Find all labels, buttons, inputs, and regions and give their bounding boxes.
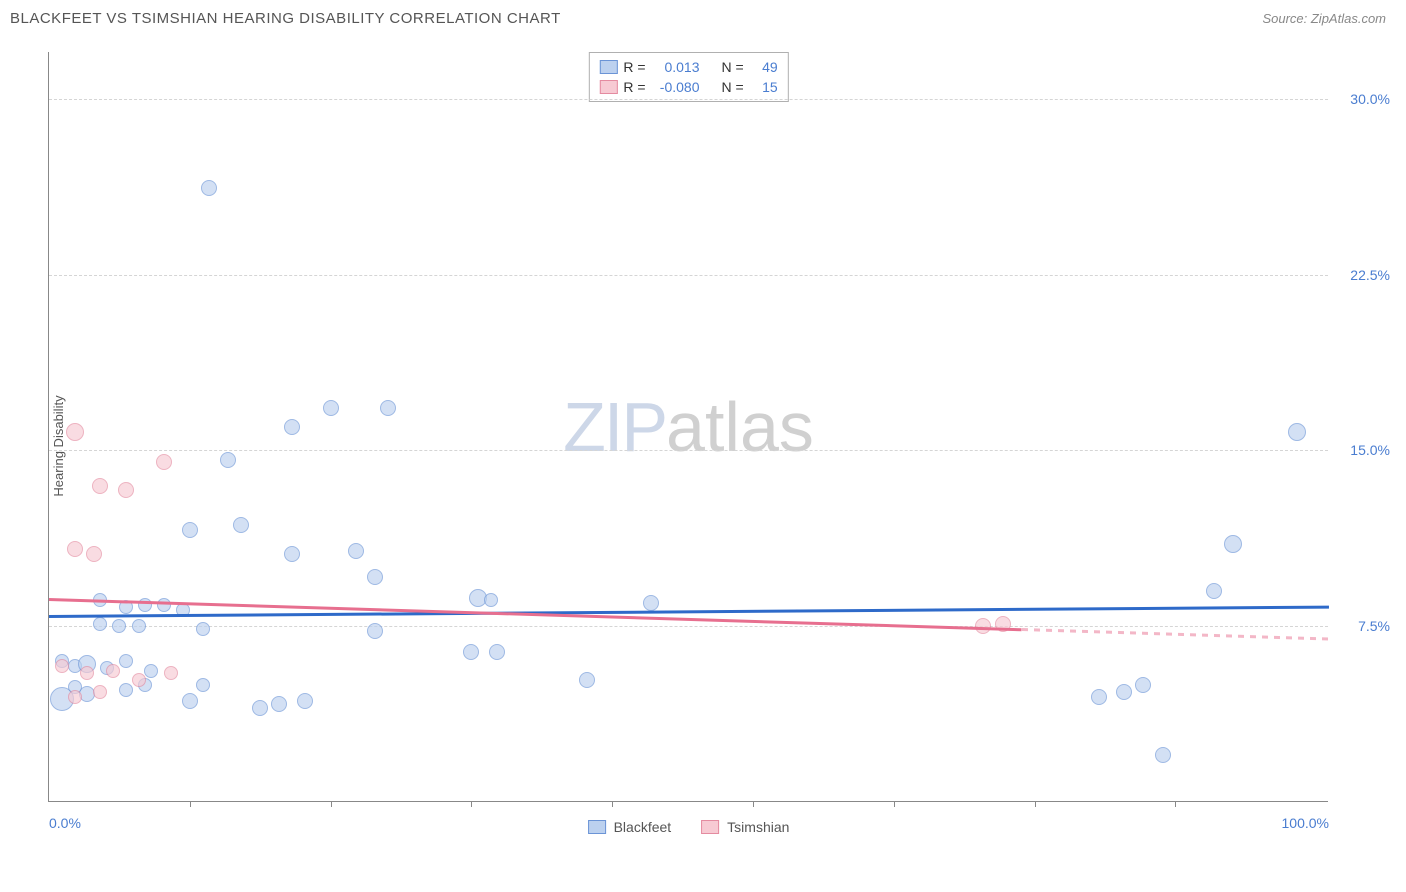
data-point	[1288, 423, 1306, 441]
legend-row: R = -0.080 N = 15	[599, 77, 777, 97]
data-point	[157, 598, 171, 612]
data-point	[643, 595, 659, 611]
data-point	[182, 522, 198, 538]
legend-swatch	[588, 820, 606, 834]
data-point	[196, 678, 210, 692]
source-attribution: Source: ZipAtlas.com	[1262, 11, 1386, 26]
legend-r-label: R =	[623, 79, 645, 95]
data-point	[1091, 689, 1107, 705]
data-point	[92, 478, 108, 494]
plot-area: ZIPatlas R =0.013N =49R =-0.080N =15 Bla…	[48, 52, 1328, 802]
data-point	[156, 454, 172, 470]
y-tick-label: 7.5%	[1358, 618, 1390, 634]
data-point	[66, 423, 84, 441]
data-point	[297, 693, 313, 709]
legend-r-value: 0.013	[652, 59, 700, 75]
data-point	[252, 700, 268, 716]
chart-container: ZIPatlas R =0.013N =49R =-0.080N =15 Bla…	[48, 52, 1328, 802]
data-point	[463, 644, 479, 660]
data-point	[271, 696, 287, 712]
data-point	[1224, 535, 1242, 553]
legend-r-label: R =	[623, 59, 645, 75]
grid-line	[49, 626, 1328, 627]
trend-line	[1022, 628, 1329, 640]
data-point	[380, 400, 396, 416]
data-point	[132, 619, 146, 633]
data-point	[220, 452, 236, 468]
x-tick	[331, 801, 332, 807]
series-legend: Blackfeet Tsimshian	[588, 819, 790, 835]
x-tick	[471, 801, 472, 807]
header: BLACKFEET VS TSIMSHIAN HEARING DISABILIT…	[0, 0, 1406, 27]
data-point	[579, 672, 595, 688]
x-tick	[612, 801, 613, 807]
watermark-zip: ZIP	[563, 388, 666, 466]
x-tick-label: 100.0%	[1282, 815, 1329, 831]
correlation-legend: R = 0.013 N = 49 R = -0.080 N = 15	[588, 52, 788, 102]
data-point	[284, 546, 300, 562]
data-point	[164, 666, 178, 680]
data-point	[489, 644, 505, 660]
legend-n-label: N =	[722, 59, 744, 75]
grid-line	[49, 99, 1328, 100]
legend-r-value: -0.080	[652, 79, 700, 95]
legend-label: Blackfeet	[614, 819, 672, 835]
trend-line	[49, 605, 1329, 617]
legend-row: R = 0.013 N = 49	[599, 57, 777, 77]
data-point	[182, 693, 198, 709]
legend-item: Tsimshian	[701, 819, 789, 835]
data-point	[68, 690, 82, 704]
data-point	[55, 659, 69, 673]
legend-swatch	[701, 820, 719, 834]
data-point	[1155, 747, 1171, 763]
legend-item: Blackfeet	[588, 819, 672, 835]
watermark: ZIPatlas	[563, 387, 814, 467]
data-point	[201, 180, 217, 196]
y-tick-label: 15.0%	[1350, 442, 1390, 458]
grid-line	[49, 450, 1328, 451]
legend-swatch	[599, 80, 617, 94]
data-point	[118, 482, 134, 498]
data-point	[484, 593, 498, 607]
legend-n-label: N =	[722, 79, 744, 95]
data-point	[367, 569, 383, 585]
legend-swatch	[599, 60, 617, 74]
data-point	[1135, 677, 1151, 693]
data-point	[119, 654, 133, 668]
data-point	[67, 541, 83, 557]
data-point	[323, 400, 339, 416]
x-tick	[190, 801, 191, 807]
data-point	[93, 617, 107, 631]
data-point	[196, 622, 210, 636]
x-tick	[1175, 801, 1176, 807]
data-point	[1206, 583, 1222, 599]
data-point	[119, 683, 133, 697]
y-tick-label: 30.0%	[1350, 91, 1390, 107]
x-tick	[1035, 801, 1036, 807]
x-tick-label: 0.0%	[49, 815, 81, 831]
data-point	[80, 666, 94, 680]
data-point	[132, 673, 146, 687]
y-tick-label: 22.5%	[1350, 267, 1390, 283]
data-point	[112, 619, 126, 633]
data-point	[233, 517, 249, 533]
data-point	[86, 546, 102, 562]
data-point	[106, 664, 120, 678]
data-point	[1116, 684, 1132, 700]
data-point	[284, 419, 300, 435]
data-point	[367, 623, 383, 639]
data-point	[93, 685, 107, 699]
chart-title: BLACKFEET VS TSIMSHIAN HEARING DISABILIT…	[10, 10, 561, 27]
data-point	[348, 543, 364, 559]
legend-label: Tsimshian	[727, 819, 789, 835]
x-tick	[894, 801, 895, 807]
legend-n-value: 49	[750, 59, 778, 75]
grid-line	[49, 275, 1328, 276]
legend-n-value: 15	[750, 79, 778, 95]
data-point	[144, 664, 158, 678]
watermark-atlas: atlas	[666, 388, 814, 466]
x-tick	[753, 801, 754, 807]
